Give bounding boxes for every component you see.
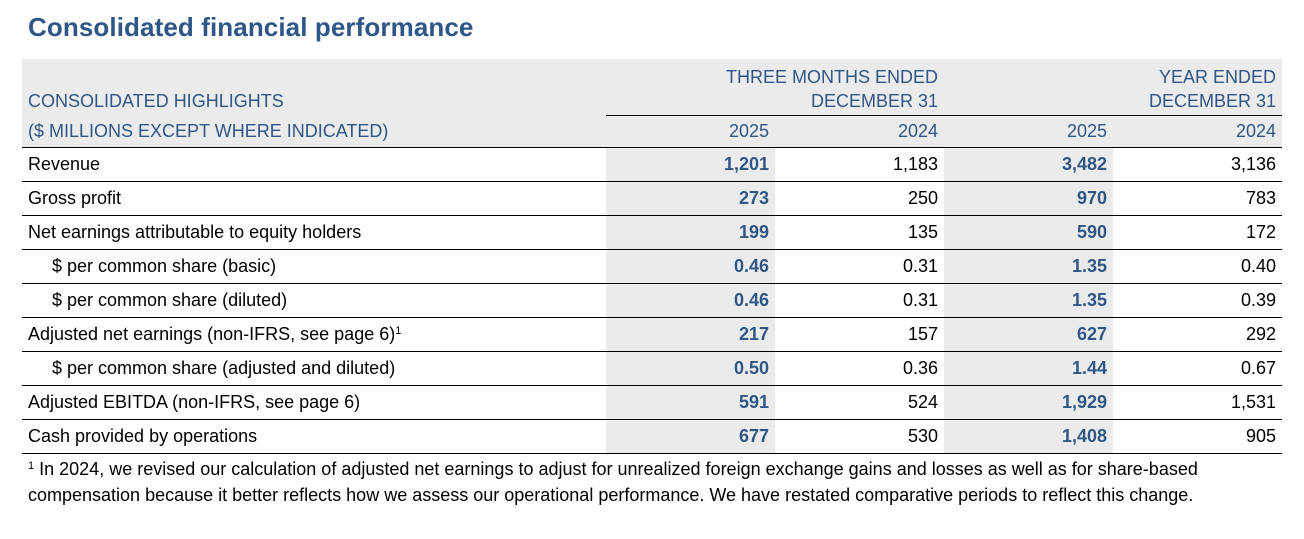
value-cell: 0.39: [1113, 282, 1283, 317]
value-cell: 0.46: [606, 282, 775, 317]
year-header-row: ($ MILLIONS EXCEPT WHERE INDICATED) 2025…: [22, 114, 1283, 147]
value-cell: 0.36: [775, 350, 945, 385]
row-label-adjusted-net-earnings: Adjusted net earnings (non-IFRS, see pag…: [22, 316, 606, 351]
year-ended-line1: YEAR ENDED: [1159, 66, 1277, 87]
table-row: Cash provided by operations 677 530 1,40…: [22, 418, 1283, 454]
value-cell: 1,929: [944, 384, 1114, 419]
value-cell: 783: [1113, 180, 1283, 215]
table-row: Adjusted net earnings (non-IFRS, see pag…: [22, 316, 1283, 351]
year-heading-y-current: 2025: [944, 114, 1114, 147]
footnote-marker: 1: [28, 460, 35, 472]
value-cell: 273: [606, 180, 775, 215]
value-cell: 250: [775, 180, 945, 215]
period-header-row: CONSOLIDATED HIGHLIGHTS THREE MONTHS END…: [22, 59, 1283, 115]
value-cell: 524: [775, 384, 945, 419]
footnote: 1 In 2024, we revised our calculation of…: [28, 456, 1278, 508]
value-cell: 0.46: [606, 248, 775, 283]
table-label-line2: ($ MILLIONS EXCEPT WHERE INDICATED): [28, 120, 389, 141]
year-ended-line2: DECEMBER 31: [1148, 90, 1277, 111]
three-months-line1: THREE MONTHS ENDED: [726, 66, 939, 87]
row-label-gross-profit: Gross profit: [22, 180, 606, 215]
three-months-line2: DECEMBER 31: [810, 90, 939, 111]
value-cell: 3,482: [944, 146, 1114, 181]
value-cell: 0.31: [775, 248, 945, 283]
year-heading-q-current: 2025: [606, 114, 775, 147]
table-label-line1: CONSOLIDATED HIGHLIGHTS: [28, 91, 284, 111]
value-cell: 1,408: [944, 418, 1114, 454]
value-cell: 627: [944, 316, 1114, 351]
consolidated-highlights-table: CONSOLIDATED HIGHLIGHTS THREE MONTHS END…: [22, 59, 1283, 454]
value-cell: 1,183: [775, 146, 945, 181]
value-cell: 1,201: [606, 146, 775, 181]
page-title: Consolidated financial performance: [28, 12, 474, 42]
value-cell: 591: [606, 384, 775, 419]
value-cell: 217: [606, 316, 775, 351]
row-label-revenue: Revenue: [22, 146, 606, 181]
table-row: $ per common share (diluted) 0.46 0.31 1…: [22, 282, 1283, 317]
footnote-text: In 2024, we revised our calculation of a…: [28, 459, 1198, 505]
row-label-eps-diluted: $ per common share (diluted): [22, 282, 606, 317]
year-heading-y-prior: 2024: [1113, 114, 1283, 147]
value-cell: 157: [775, 316, 945, 351]
row-label-cash-from-operations: Cash provided by operations: [22, 418, 606, 454]
value-cell: 1.35: [944, 248, 1114, 283]
value-cell: 1,531: [1113, 384, 1283, 419]
value-cell: 905: [1113, 418, 1283, 454]
row-label-eps-basic: $ per common share (basic): [22, 248, 606, 283]
value-cell: 1.44: [944, 350, 1114, 385]
table-row: Revenue 1,201 1,183 3,482 3,136: [22, 146, 1283, 181]
table-row: $ per common share (adjusted and diluted…: [22, 350, 1283, 385]
value-cell: 292: [1113, 316, 1283, 351]
row-label-adjusted-ebitda: Adjusted EBITDA (non-IFRS, see page 6): [22, 384, 606, 419]
value-cell: 3,136: [1113, 146, 1283, 181]
table-label-heading: CONSOLIDATED HIGHLIGHTS: [22, 59, 606, 115]
adjusted-net-earnings-label: Adjusted net earnings (non-IFRS, see pag…: [28, 324, 396, 344]
value-cell: 0.67: [1113, 350, 1283, 385]
value-cell: 135: [775, 214, 945, 249]
table-row: Gross profit 273 250 970 783: [22, 180, 1283, 215]
value-cell: 590: [944, 214, 1114, 249]
row-label-net-earnings: Net earnings attributable to equity hold…: [22, 214, 606, 249]
value-cell: 199: [606, 214, 775, 249]
value-cell: 172: [1113, 214, 1283, 249]
value-cell: 677: [606, 418, 775, 454]
year-ended-heading: YEAR ENDED DECEMBER 31: [944, 59, 1282, 115]
row-label-eps-adjusted: $ per common share (adjusted and diluted…: [22, 350, 606, 385]
value-cell: 970: [944, 180, 1114, 215]
table-row: Adjusted EBITDA (non-IFRS, see page 6) 5…: [22, 384, 1283, 419]
three-months-ended-heading: THREE MONTHS ENDED DECEMBER 31: [606, 59, 944, 115]
footnote-reference: 1: [395, 325, 402, 337]
value-cell: 0.50: [606, 350, 775, 385]
value-cell: 0.40: [1113, 248, 1283, 283]
value-cell: 530: [775, 418, 945, 454]
table-row: Net earnings attributable to equity hold…: [22, 214, 1283, 249]
table-row: $ per common share (basic) 0.46 0.31 1.3…: [22, 248, 1283, 283]
year-heading-q-prior: 2024: [775, 114, 945, 147]
value-cell: 0.31: [775, 282, 945, 317]
value-cell: 1.35: [944, 282, 1114, 317]
